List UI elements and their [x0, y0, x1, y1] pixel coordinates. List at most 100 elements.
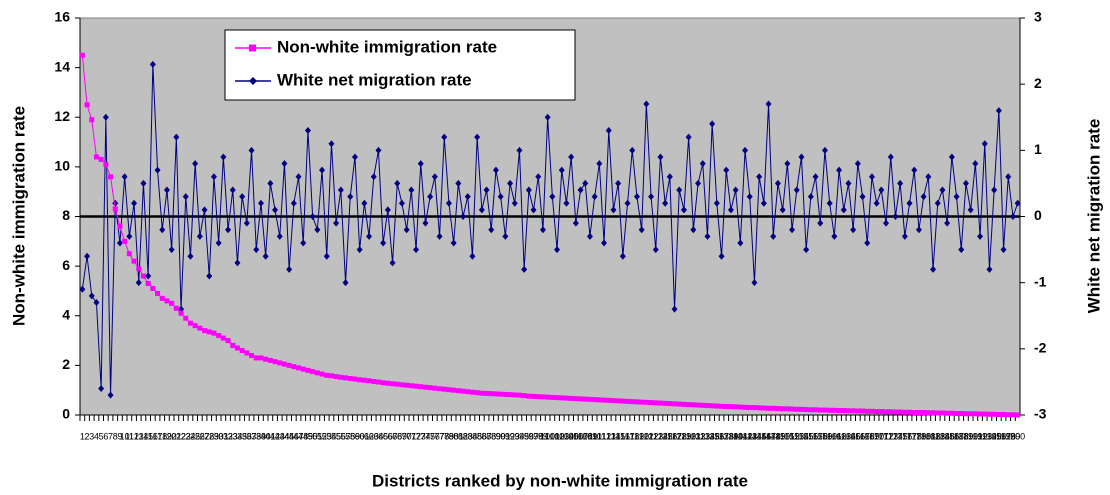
x-tick-label: 138: [719, 431, 734, 441]
marker: [629, 146, 636, 154]
x-tick-label: 117: [620, 431, 634, 441]
marker: [610, 206, 617, 214]
marker: [855, 408, 861, 414]
marker: [1005, 412, 1011, 418]
marker: [666, 173, 673, 181]
marker: [281, 160, 288, 168]
x-tick-label: 67: [388, 431, 398, 441]
x-tick-label: 63: [369, 431, 379, 441]
marker: [384, 206, 391, 214]
marker: [995, 107, 1002, 115]
x-tick-label: 88: [486, 431, 496, 441]
marker: [333, 374, 339, 380]
marker: [840, 206, 847, 214]
marker: [860, 408, 866, 414]
marker: [333, 219, 340, 227]
marker: [450, 239, 457, 247]
marker: [728, 404, 734, 410]
marker: [596, 160, 603, 168]
marker: [972, 411, 978, 417]
x-tick-label: 31: [218, 431, 228, 441]
marker: [535, 173, 542, 181]
marker: [554, 395, 560, 401]
marker: [370, 173, 377, 181]
marker: [868, 173, 875, 181]
marker: [206, 272, 213, 280]
y2-tick-label: 2: [1034, 75, 1042, 91]
marker: [958, 246, 965, 254]
marker: [996, 412, 1002, 418]
marker: [196, 232, 203, 240]
x-tick-label: 106: [568, 431, 583, 441]
marker: [286, 265, 293, 273]
x-tick-label: 165: [846, 431, 861, 441]
x-tick-label: 139: [723, 431, 738, 441]
marker: [859, 193, 866, 201]
marker: [972, 160, 979, 168]
x-tick-label: 48: [298, 431, 308, 441]
marker: [427, 193, 434, 201]
marker: [934, 199, 941, 207]
x-tick-label: 70: [402, 431, 412, 441]
marker: [817, 219, 824, 227]
x-tick-label: 4: [94, 431, 99, 441]
x-tick-label: 137: [714, 431, 729, 441]
x-tick-label: 140: [728, 431, 743, 441]
marker: [699, 160, 706, 168]
x-tick-label: 64: [373, 431, 383, 441]
marker: [375, 379, 381, 385]
marker: [962, 179, 969, 187]
x-tick-label: 43: [275, 431, 285, 441]
x-tick-label: 23: [181, 431, 191, 441]
marker: [483, 186, 490, 194]
marker: [343, 375, 349, 381]
marker: [220, 153, 227, 161]
marker: [690, 402, 696, 408]
x-tick-label: 146: [756, 431, 771, 441]
x-tick-label: 190: [963, 431, 978, 441]
marker: [737, 404, 743, 410]
marker: [892, 213, 899, 220]
marker: [869, 408, 875, 414]
x-tick-label: 174: [888, 431, 903, 441]
x-tick-label: 101: [545, 431, 560, 441]
marker: [492, 166, 499, 174]
x-tick-label: 34: [232, 431, 242, 441]
marker: [488, 391, 494, 397]
marker: [549, 394, 555, 400]
marker: [521, 393, 527, 399]
x-tick-label: 85: [472, 431, 482, 441]
marker: [150, 285, 156, 291]
marker: [784, 160, 791, 168]
x-tick-label: 66: [383, 431, 393, 441]
x-tick-label: 126: [662, 431, 677, 441]
x-tick-label: 99: [538, 431, 548, 441]
x-tick-label: 160: [822, 431, 837, 441]
marker: [131, 199, 138, 207]
marker: [746, 193, 753, 201]
marker: [361, 377, 367, 383]
marker: [784, 406, 790, 412]
marker: [817, 407, 823, 413]
x-tick-label: 77: [435, 431, 445, 441]
marker: [267, 357, 273, 363]
marker: [727, 206, 734, 214]
x-tick-label: 3: [89, 431, 94, 441]
marker: [526, 393, 532, 399]
marker: [573, 396, 579, 402]
marker: [507, 179, 514, 187]
x-tick-label: 193: [977, 431, 992, 441]
y-tick-label: 8: [62, 207, 70, 223]
marker: [511, 199, 518, 207]
marker: [789, 226, 796, 234]
marker: [178, 310, 184, 316]
x-tick-label: 149: [770, 431, 785, 441]
marker: [286, 362, 292, 368]
marker: [864, 239, 871, 247]
series-line: [81, 64, 1019, 396]
marker: [915, 226, 922, 234]
x-tick-label: 81: [453, 431, 463, 441]
x-tick-label: 12: [129, 431, 139, 441]
marker: [295, 173, 302, 181]
marker: [667, 401, 673, 407]
